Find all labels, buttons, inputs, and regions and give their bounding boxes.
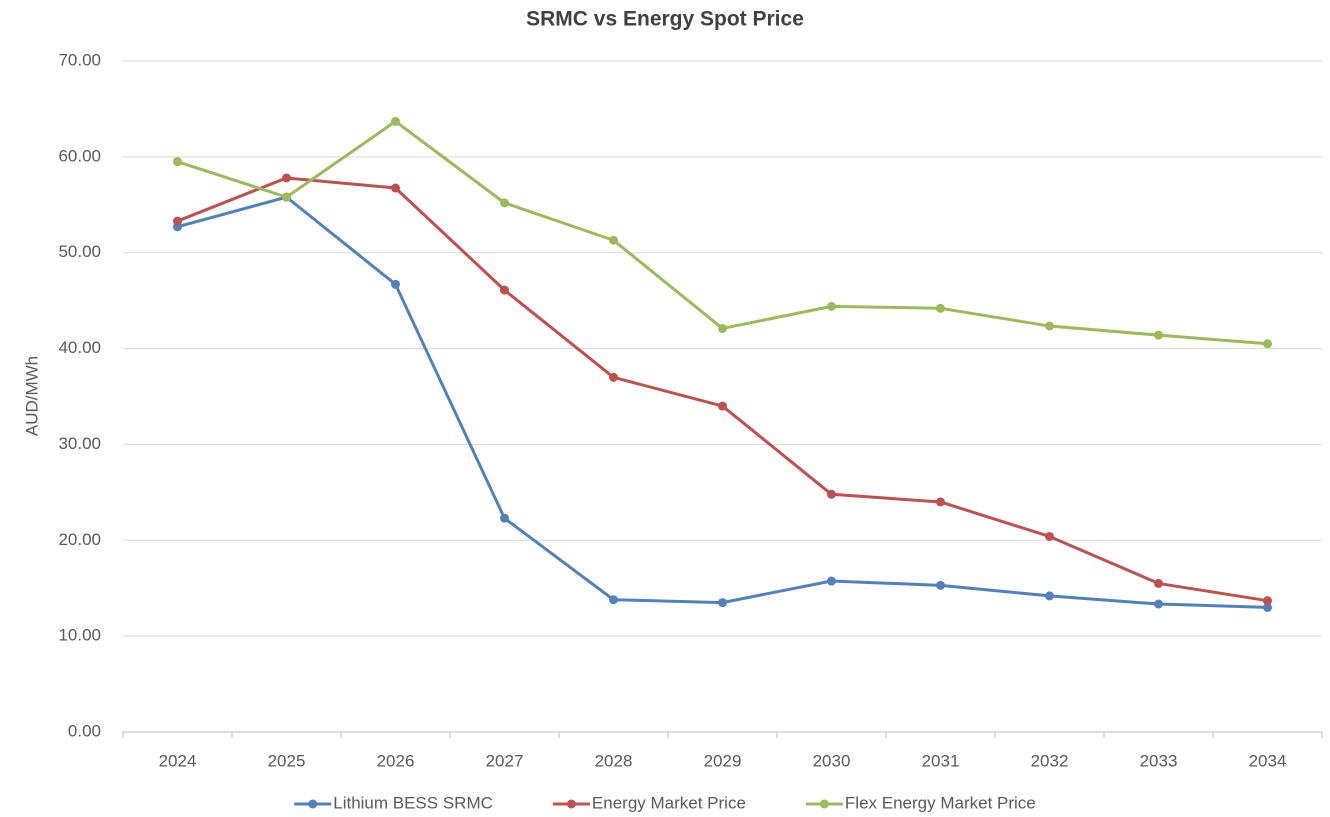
y-tick-label: 10.00 [58, 626, 101, 645]
point [173, 157, 182, 167]
legend-marker [819, 799, 829, 809]
x-tick-label: 2030 [813, 751, 851, 770]
x-tick-label: 2032 [1031, 751, 1069, 770]
y-tick-label: 0.00 [68, 721, 101, 740]
point [391, 183, 400, 193]
point [827, 301, 836, 311]
y-tick-label: 20.00 [58, 530, 101, 549]
y-tick-label: 40.00 [58, 338, 101, 357]
legend-label: Flex Energy Market Price [845, 793, 1036, 812]
y-tick-label: 50.00 [58, 242, 101, 261]
point [609, 372, 618, 382]
point [1263, 596, 1272, 606]
point [718, 323, 727, 333]
x-tick-label: 2024 [159, 751, 197, 770]
x-tick-label: 2025 [268, 751, 306, 770]
point [500, 198, 509, 208]
point [1045, 531, 1054, 541]
point [827, 576, 836, 586]
point [1154, 330, 1163, 340]
point [936, 497, 945, 507]
point [1263, 339, 1272, 349]
x-tick-label: 2031 [922, 751, 960, 770]
point [827, 489, 836, 499]
point [1045, 321, 1054, 331]
point [609, 235, 618, 245]
legend-marker [566, 799, 576, 809]
x-tick-label: 2028 [595, 751, 633, 770]
x-tick-label: 2026 [377, 751, 415, 770]
point [936, 580, 945, 590]
y-tick-label: 60.00 [58, 146, 101, 165]
x-tick-label: 2033 [1140, 751, 1178, 770]
x-tick-label: 2027 [486, 751, 524, 770]
legend-label: Lithium BESS SRMC [333, 793, 493, 812]
point [1154, 578, 1163, 588]
y-tick-label: 70.00 [58, 50, 101, 69]
point [282, 173, 291, 183]
point [282, 192, 291, 202]
point [718, 598, 727, 608]
legend-marker [308, 799, 318, 809]
point [173, 216, 182, 226]
x-tick-label: 2034 [1249, 751, 1287, 770]
point [500, 513, 509, 523]
chart-title: SRMC vs Energy Spot Price [526, 8, 804, 31]
point [391, 116, 400, 126]
point [1045, 591, 1054, 601]
y-axis-label: AUD/MWh [22, 356, 41, 436]
series-line [177, 119, 1268, 346]
x-tick-label: 2029 [704, 751, 742, 770]
point [500, 285, 509, 295]
point [609, 595, 618, 605]
point [1263, 602, 1272, 612]
point [391, 279, 400, 289]
point [1154, 599, 1163, 609]
point [936, 303, 945, 313]
point [718, 401, 727, 411]
y-tick-label: 30.00 [58, 434, 101, 453]
legend-label: Energy Market Price [592, 793, 746, 812]
